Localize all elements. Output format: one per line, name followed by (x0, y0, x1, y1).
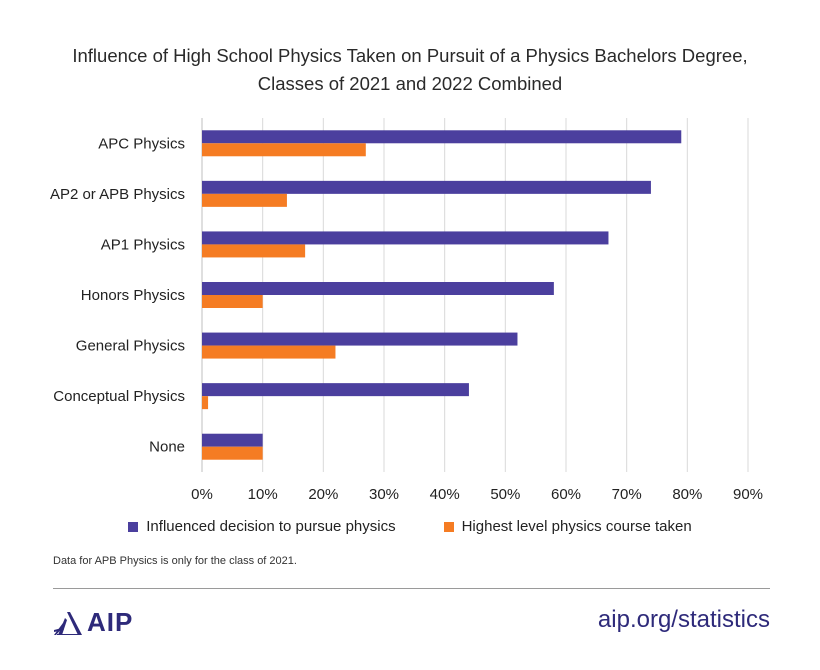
bar-highest (202, 295, 263, 308)
legend: Influenced decision to pursue physics Hi… (0, 518, 820, 535)
x-tick-label: 60% (551, 486, 581, 503)
bar-highest (202, 244, 306, 258)
x-tick-label: 20% (308, 486, 338, 503)
legend-label-highest: Highest level physics course taken (461, 518, 692, 535)
bar-highest (202, 446, 263, 460)
aip-sunburst-icon (54, 611, 82, 635)
legend-swatch-influenced (128, 521, 139, 532)
bar-highest (202, 396, 209, 410)
x-tick-label: 40% (430, 486, 460, 503)
legend-item-influenced: Influenced decision to pursue physics (128, 518, 396, 535)
aip-logo: AIP (53, 607, 133, 638)
x-tick-label: 0% (191, 486, 213, 503)
chart-title-line1: Influence of High School Physics Taken o… (72, 45, 748, 66)
bar-highest (202, 143, 366, 157)
bars (202, 130, 682, 460)
bar-highest (202, 345, 336, 359)
x-tick-label: 70% (612, 486, 642, 503)
chart-title: Influence of High School Physics Taken o… (0, 42, 820, 98)
x-tick-label: 90% (733, 486, 763, 503)
x-tick-label: 80% (672, 486, 702, 503)
category-label: AP2 or APB Physics (50, 186, 185, 203)
aip-logo-text: AIP (87, 607, 134, 637)
category-label: None (149, 439, 185, 456)
bar-influenced (202, 130, 682, 144)
bar-influenced (202, 332, 518, 346)
x-tick-labels: 0% 10% 20% 30% 40% 50% 60% 70% 80% 90% (191, 486, 763, 503)
category-labels: APC Physics AP2 or APB Physics AP1 Physics… (50, 135, 185, 455)
site-url: aip.org/statistics (597, 606, 770, 633)
x-tick-label: 50% (490, 486, 520, 503)
x-tick-label: 10% (248, 486, 278, 503)
x-tick-label: 30% (369, 486, 399, 503)
legend-swatch-highest (443, 521, 454, 532)
legend-item-highest: Highest level physics course taken (443, 518, 692, 535)
bar-chart: APC Physics AP2 or APB Physics AP1 Physics… (50, 118, 763, 503)
category-label: General Physics (76, 338, 185, 355)
bar-influenced (202, 180, 651, 194)
footnote: Data for APB Physics is only for the cla… (53, 555, 297, 567)
category-label: APC Physics (98, 135, 185, 152)
category-label: Honors Physics (81, 287, 185, 304)
gridlines (201, 118, 749, 472)
category-label: AP1 Physics (101, 236, 185, 253)
bar-influenced (202, 383, 469, 397)
chart-title-line2: Classes of 2021 and 2022 Combined (257, 73, 563, 94)
footer-divider (53, 588, 770, 589)
category-label: Conceptual Physics (53, 388, 185, 405)
bar-highest (202, 193, 287, 207)
bar-influenced (202, 231, 609, 245)
bar-influenced (202, 282, 554, 295)
bar-influenced (202, 433, 263, 447)
legend-label-influenced: Influenced decision to pursue physics (146, 518, 396, 535)
